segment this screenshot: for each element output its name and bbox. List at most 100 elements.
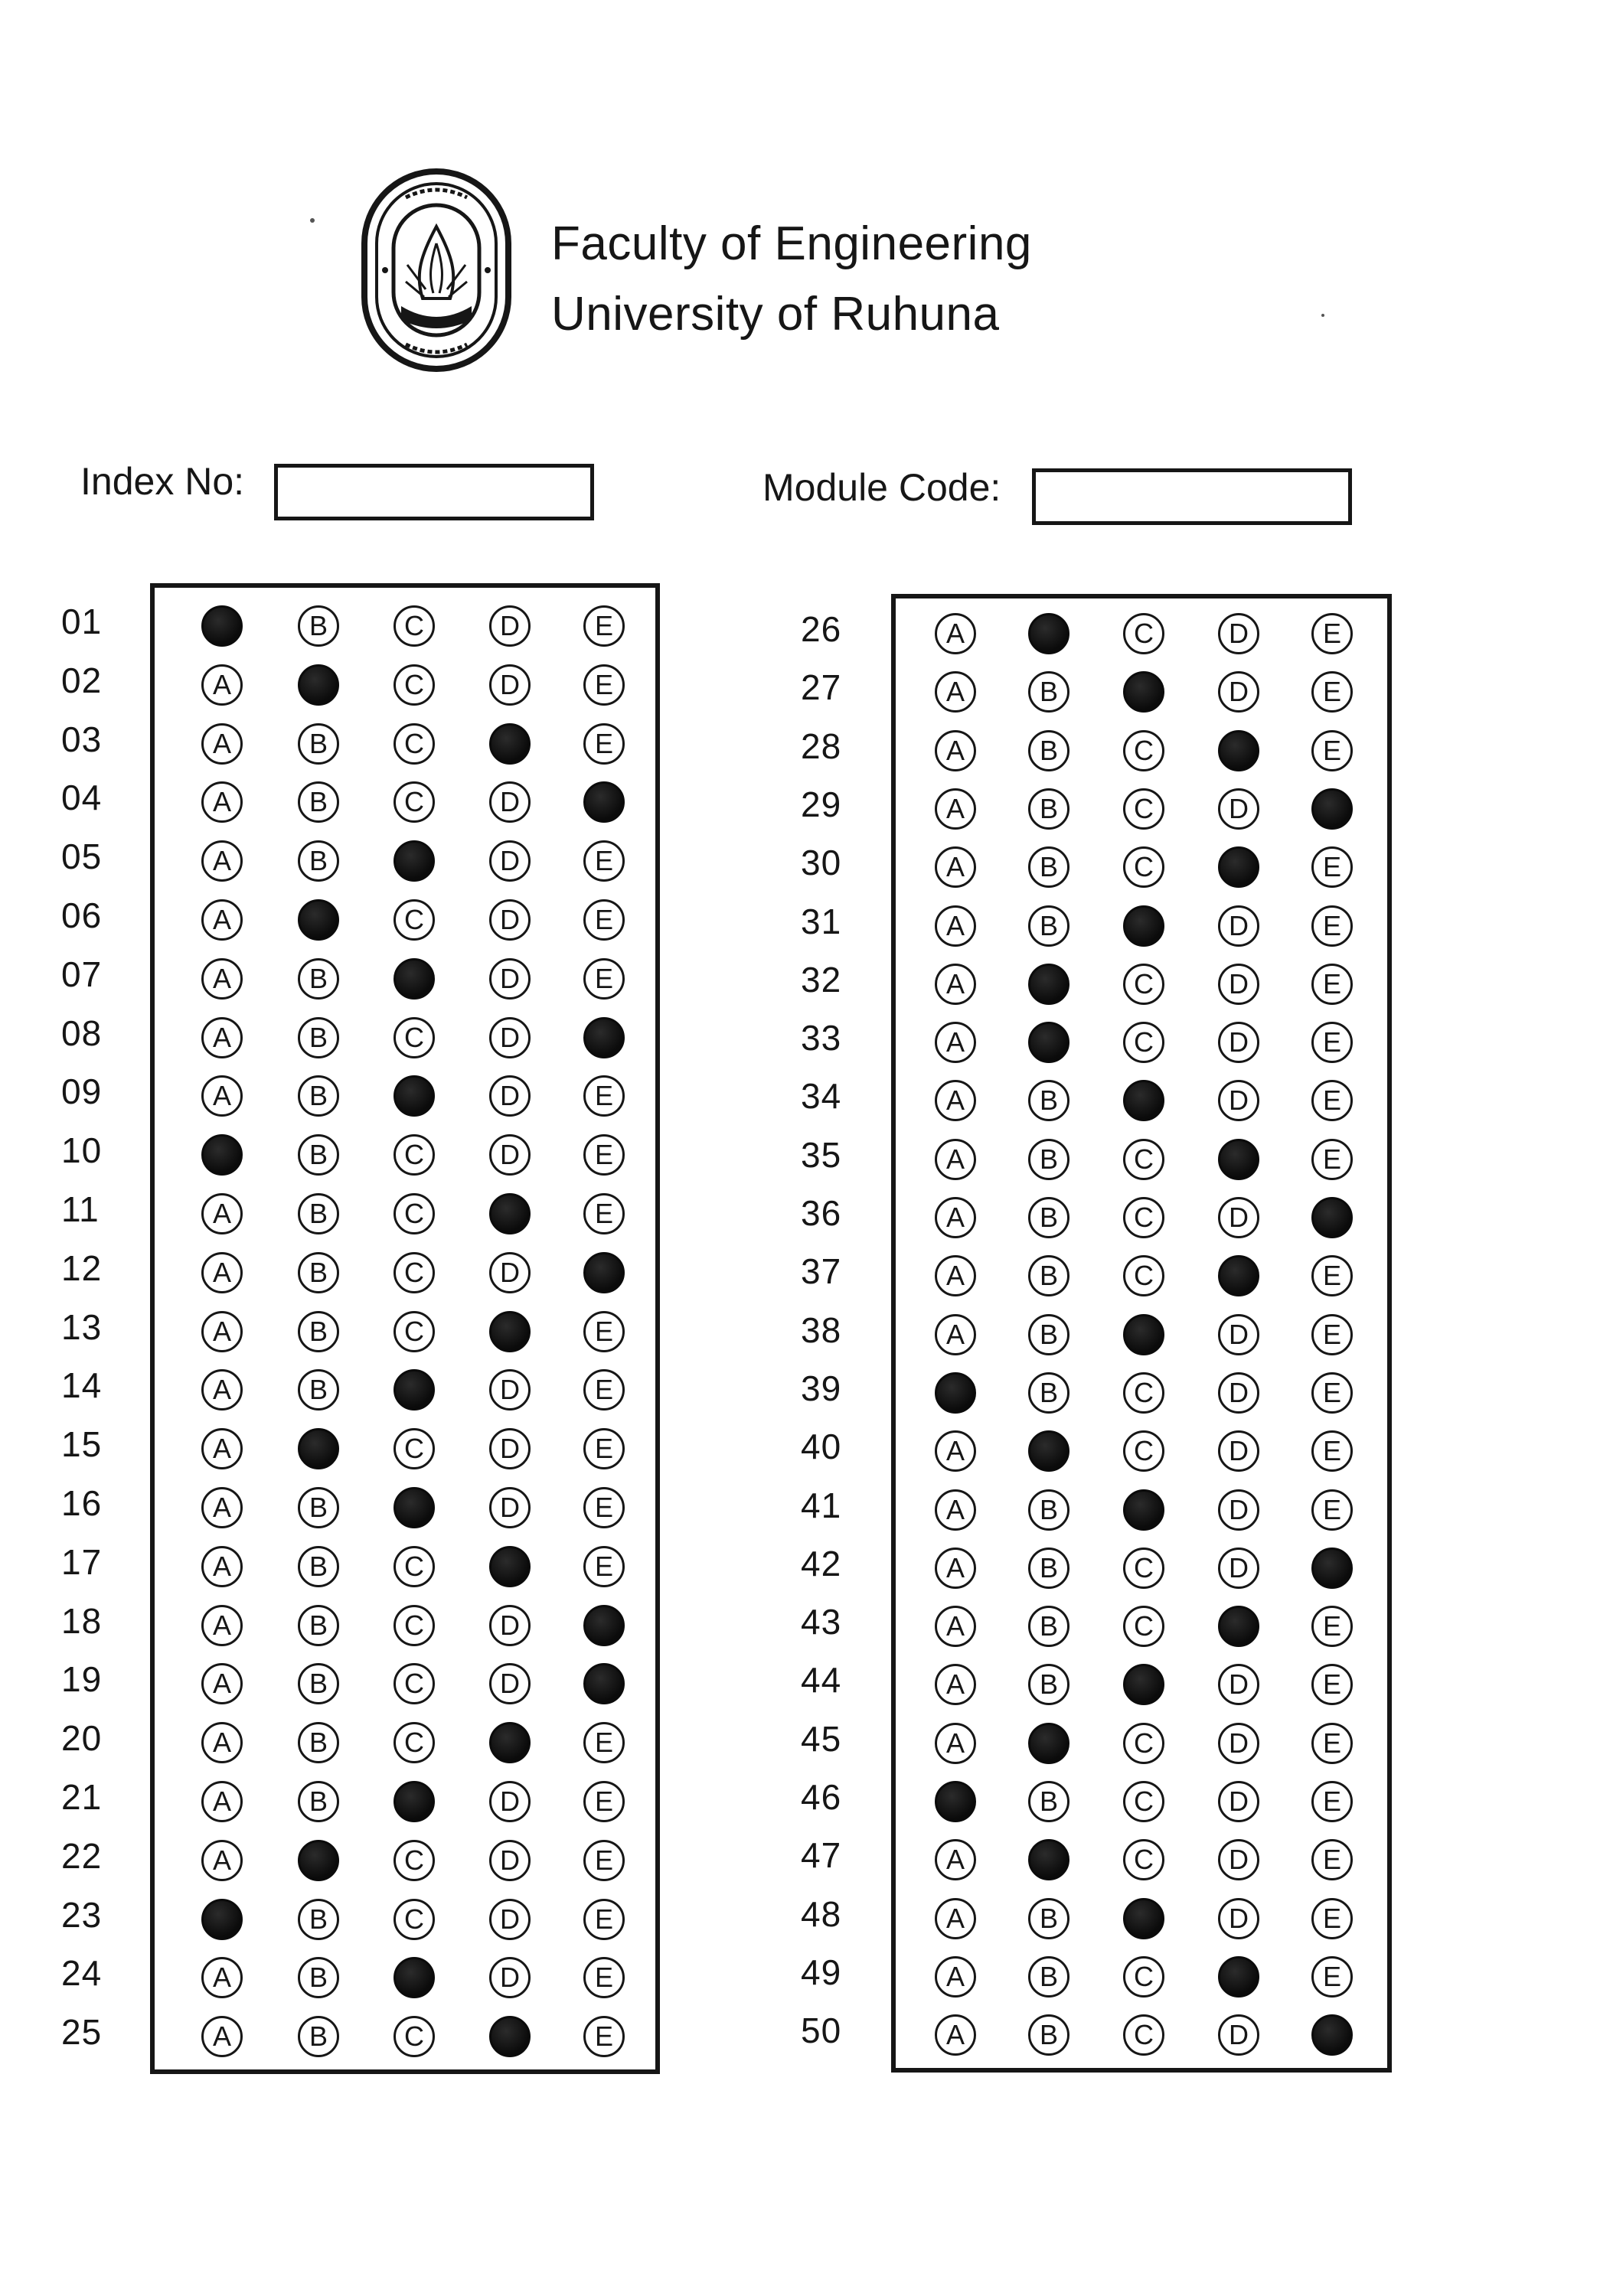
answer-bubble-04-b[interactable]: B	[298, 781, 339, 823]
answer-bubble-12-e[interactable]: E	[583, 1251, 625, 1293]
answer-bubble-05-e[interactable]: E	[583, 840, 625, 882]
answer-bubble-05-a[interactable]: A	[201, 840, 243, 882]
answer-bubble-28-b[interactable]: B	[1028, 729, 1069, 771]
answer-bubble-29-b[interactable]: B	[1028, 788, 1069, 830]
answer-bubble-46-c[interactable]: C	[1123, 1781, 1164, 1822]
answer-bubble-06-c[interactable]: C	[394, 899, 435, 941]
answer-bubble-14-a[interactable]: A	[201, 1369, 243, 1411]
answer-bubble-07-b[interactable]: B	[298, 957, 339, 1000]
answer-bubble-31-e[interactable]: E	[1311, 905, 1353, 947]
answer-bubble-22-a[interactable]: A	[201, 1839, 243, 1881]
answer-bubble-27-a[interactable]: A	[935, 671, 976, 713]
answer-bubble-11-d[interactable]: D	[489, 1193, 531, 1234]
answer-bubble-45-b[interactable]: B	[1028, 1722, 1069, 1764]
answer-bubble-26-a[interactable]: A	[935, 613, 976, 654]
answer-bubble-13-a[interactable]: A	[201, 1310, 243, 1352]
answer-bubble-21-c[interactable]: C	[394, 1781, 435, 1822]
answer-bubble-24-b[interactable]: B	[298, 1957, 339, 1999]
answer-bubble-03-a[interactable]: A	[201, 722, 243, 765]
answer-bubble-34-c[interactable]: C	[1123, 1080, 1164, 1122]
answer-bubble-10-c[interactable]: C	[394, 1134, 435, 1176]
answer-bubble-47-a[interactable]: A	[935, 1839, 976, 1881]
answer-bubble-48-a[interactable]: A	[935, 1897, 976, 1939]
answer-bubble-06-d[interactable]: D	[489, 899, 531, 941]
answer-bubble-13-d[interactable]: D	[489, 1310, 531, 1352]
answer-bubble-48-b[interactable]: B	[1028, 1897, 1069, 1939]
answer-bubble-29-e[interactable]: E	[1311, 788, 1353, 830]
answer-bubble-37-d[interactable]: D	[1218, 1255, 1259, 1297]
answer-bubble-16-a[interactable]: A	[201, 1487, 243, 1528]
answer-bubble-38-c[interactable]: C	[1123, 1313, 1164, 1355]
answer-bubble-24-e[interactable]: E	[583, 1957, 625, 1999]
answer-bubble-19-a[interactable]: A	[201, 1663, 243, 1705]
answer-bubble-28-e[interactable]: E	[1311, 729, 1353, 771]
answer-bubble-14-e[interactable]: E	[583, 1369, 625, 1411]
answer-bubble-47-d[interactable]: D	[1218, 1839, 1259, 1881]
answer-bubble-38-a[interactable]: A	[935, 1313, 976, 1355]
answer-bubble-43-c[interactable]: C	[1123, 1606, 1164, 1648]
answer-bubble-08-c[interactable]: C	[394, 1016, 435, 1058]
answer-bubble-43-b[interactable]: B	[1028, 1606, 1069, 1648]
answer-bubble-26-e[interactable]: E	[1311, 613, 1353, 654]
answer-bubble-02-a[interactable]: A	[201, 664, 243, 706]
answer-bubble-21-a[interactable]: A	[201, 1781, 243, 1822]
answer-bubble-01-a[interactable]: A	[201, 605, 243, 647]
answer-bubble-05-c[interactable]: C	[394, 840, 435, 882]
answer-bubble-01-c[interactable]: C	[394, 605, 435, 647]
answer-bubble-17-e[interactable]: E	[583, 1545, 625, 1587]
answer-bubble-39-d[interactable]: D	[1218, 1371, 1259, 1414]
answer-bubble-45-e[interactable]: E	[1311, 1722, 1353, 1764]
answer-bubble-25-e[interactable]: E	[583, 2016, 625, 2058]
answer-bubble-07-d[interactable]: D	[489, 957, 531, 1000]
answer-bubble-45-c[interactable]: C	[1123, 1722, 1164, 1764]
answer-bubble-49-b[interactable]: B	[1028, 1955, 1069, 1998]
answer-bubble-08-e[interactable]: E	[583, 1016, 625, 1058]
answer-bubble-13-b[interactable]: B	[298, 1310, 339, 1352]
answer-bubble-27-e[interactable]: E	[1311, 671, 1353, 713]
answer-bubble-15-d[interactable]: D	[489, 1428, 531, 1470]
answer-bubble-20-e[interactable]: E	[583, 1722, 625, 1764]
answer-bubble-15-a[interactable]: A	[201, 1428, 243, 1470]
answer-bubble-48-d[interactable]: D	[1218, 1897, 1259, 1939]
answer-bubble-04-d[interactable]: D	[489, 781, 531, 823]
answer-bubble-47-e[interactable]: E	[1311, 1839, 1353, 1881]
answer-bubble-25-d[interactable]: D	[489, 2016, 531, 2058]
answer-bubble-41-b[interactable]: B	[1028, 1489, 1069, 1531]
answer-bubble-05-b[interactable]: B	[298, 840, 339, 882]
answer-bubble-07-e[interactable]: E	[583, 957, 625, 1000]
answer-bubble-36-e[interactable]: E	[1311, 1197, 1353, 1238]
answer-bubble-23-d[interactable]: D	[489, 1898, 531, 1940]
answer-bubble-32-c[interactable]: C	[1123, 963, 1164, 1005]
answer-bubble-49-c[interactable]: C	[1123, 1955, 1164, 1998]
answer-bubble-14-c[interactable]: C	[394, 1369, 435, 1411]
answer-bubble-10-b[interactable]: B	[298, 1134, 339, 1176]
answer-bubble-34-d[interactable]: D	[1218, 1080, 1259, 1122]
answer-bubble-20-a[interactable]: A	[201, 1722, 243, 1764]
answer-bubble-12-a[interactable]: A	[201, 1251, 243, 1293]
answer-bubble-35-d[interactable]: D	[1218, 1138, 1259, 1180]
answer-bubble-48-c[interactable]: C	[1123, 1897, 1164, 1939]
answer-bubble-11-b[interactable]: B	[298, 1193, 339, 1234]
answer-bubble-43-d[interactable]: D	[1218, 1606, 1259, 1648]
answer-bubble-26-d[interactable]: D	[1218, 613, 1259, 654]
answer-bubble-22-b[interactable]: B	[298, 1839, 339, 1881]
answer-bubble-36-a[interactable]: A	[935, 1197, 976, 1238]
answer-bubble-23-a[interactable]: A	[201, 1898, 243, 1940]
answer-bubble-26-c[interactable]: C	[1123, 613, 1164, 654]
answer-bubble-25-c[interactable]: C	[394, 2016, 435, 2058]
module-code-field[interactable]	[1032, 468, 1352, 525]
answer-bubble-17-b[interactable]: B	[298, 1545, 339, 1587]
answer-bubble-10-e[interactable]: E	[583, 1134, 625, 1176]
answer-bubble-42-a[interactable]: A	[935, 1547, 976, 1589]
answer-bubble-42-b[interactable]: B	[1028, 1547, 1069, 1589]
answer-bubble-44-d[interactable]: D	[1218, 1664, 1259, 1706]
answer-bubble-12-d[interactable]: D	[489, 1251, 531, 1293]
answer-bubble-10-a[interactable]: A	[201, 1134, 243, 1176]
answer-bubble-39-a[interactable]: A	[935, 1371, 976, 1414]
answer-bubble-42-c[interactable]: C	[1123, 1547, 1164, 1589]
answer-bubble-19-b[interactable]: B	[298, 1663, 339, 1705]
answer-bubble-28-c[interactable]: C	[1123, 729, 1164, 771]
answer-bubble-17-a[interactable]: A	[201, 1545, 243, 1587]
answer-bubble-50-d[interactable]: D	[1218, 2014, 1259, 2056]
answer-bubble-28-a[interactable]: A	[935, 729, 976, 771]
